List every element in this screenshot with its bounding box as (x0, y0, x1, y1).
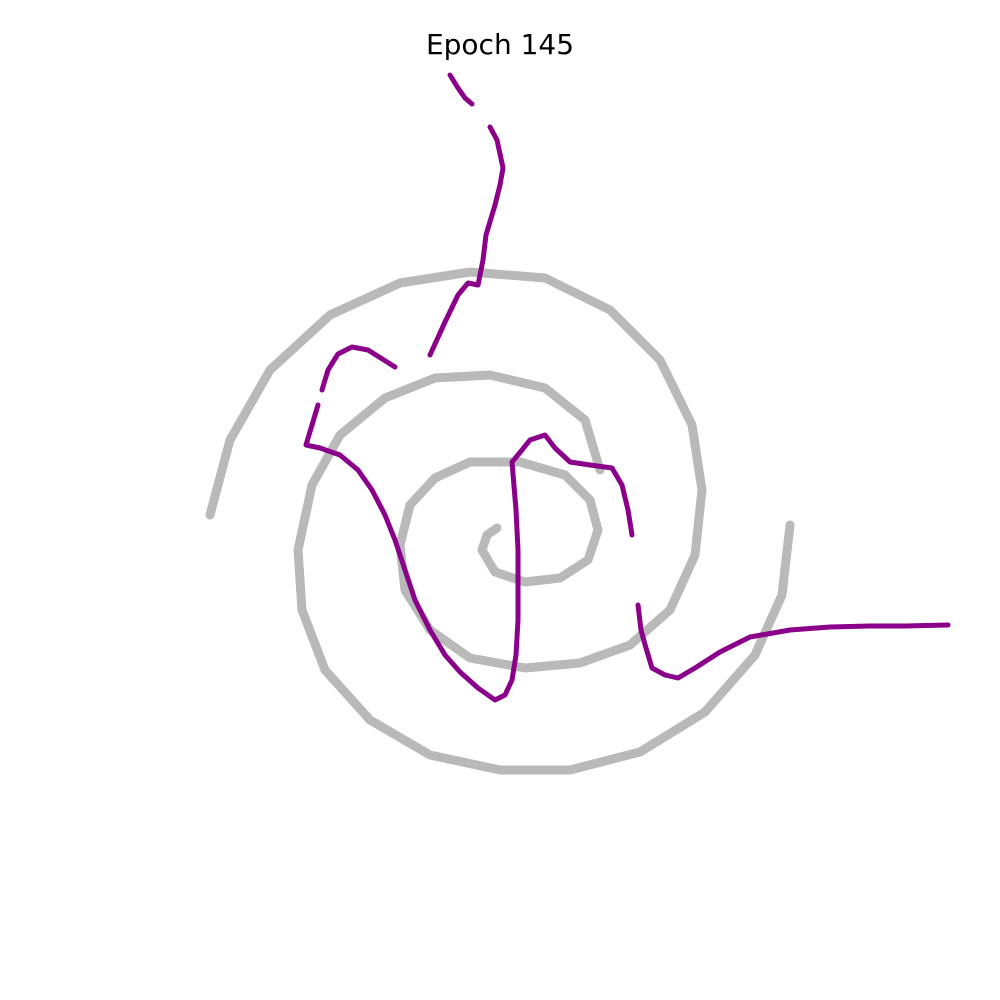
chart-title: Epoch 145 (426, 28, 574, 61)
generated-curve (427, 124, 506, 358)
generated-curve (447, 72, 475, 107)
generated-curve (635, 602, 951, 681)
plot-area (205, 72, 951, 775)
reference-curve (205, 267, 707, 673)
reference-curve (293, 370, 795, 775)
generated-curve (319, 344, 398, 393)
generated-curve (303, 402, 635, 703)
